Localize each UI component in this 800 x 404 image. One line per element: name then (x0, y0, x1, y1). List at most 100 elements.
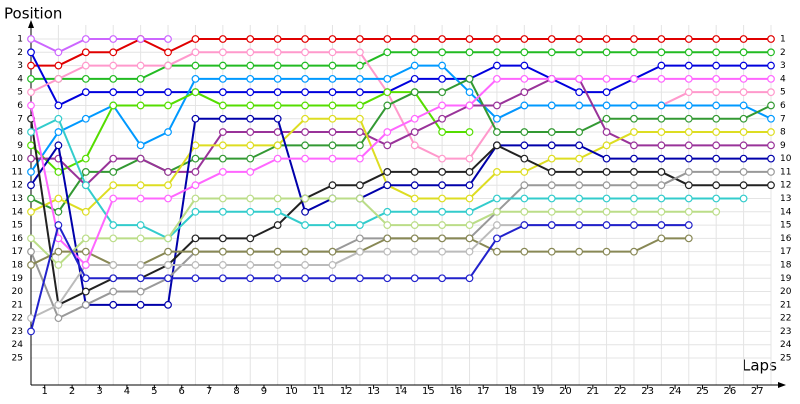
lap-marker (355, 274, 364, 283)
lap-marker (520, 154, 529, 163)
lap-marker (575, 207, 584, 216)
lap-marker (328, 194, 337, 203)
lap-marker (218, 247, 227, 256)
lap-marker (630, 247, 638, 256)
lap-marker (27, 154, 35, 163)
lap-marker (191, 35, 200, 43)
lap-marker (246, 168, 255, 176)
lap-marker (54, 114, 63, 123)
lap-marker (739, 35, 748, 43)
lap-marker (630, 48, 638, 57)
lap-marker (218, 88, 227, 97)
y-tick-label-right: 14 (780, 207, 792, 217)
lap-marker (520, 247, 529, 256)
lap-marker (355, 234, 364, 243)
lap-marker (465, 74, 474, 83)
lap-marker (547, 181, 556, 190)
lap-marker (383, 74, 392, 83)
lap-marker (109, 287, 118, 296)
lap-marker (164, 300, 172, 309)
lap-marker (27, 74, 35, 83)
y-tick-label: 2 (17, 48, 23, 58)
lap-marker (246, 194, 255, 203)
lap-marker (27, 168, 35, 176)
x-tick-label: 25 (696, 386, 709, 397)
lap-marker (246, 114, 255, 123)
lap-marker (630, 128, 638, 136)
lap-marker (547, 101, 556, 110)
y-tick-label-right: 21 (780, 300, 791, 310)
lap-marker (328, 74, 337, 83)
x-tick-label: 19 (532, 386, 545, 397)
y-tick-label-right: 5 (780, 88, 786, 98)
x-tick-label: 15 (422, 386, 435, 397)
lap-marker (383, 247, 392, 256)
lap-marker (328, 114, 337, 123)
lap-marker (547, 194, 556, 203)
lap-marker (218, 168, 227, 176)
lap-marker (273, 35, 282, 43)
lap-marker (712, 194, 721, 203)
lap-marker (301, 194, 309, 203)
y-tick-label-right: 18 (780, 260, 792, 270)
lap-marker (328, 48, 337, 57)
x-axis-arrow (778, 382, 786, 388)
lap-marker (630, 114, 638, 123)
lap-marker (328, 141, 337, 150)
lap-marker (410, 274, 419, 283)
y-tick-label-right: 7 (780, 114, 786, 124)
y-tick-label: 19 (12, 274, 24, 284)
lap-marker (547, 221, 556, 229)
lap-marker (27, 327, 35, 336)
lap-marker (438, 274, 447, 283)
lap-marker (328, 101, 337, 110)
y-tick-label: 23 (12, 327, 23, 337)
lap-marker (602, 101, 611, 110)
lap-marker (602, 128, 611, 136)
lap-marker (246, 141, 255, 150)
x-tick-label: 9 (261, 386, 267, 397)
lap-marker (218, 261, 227, 269)
lap-marker (684, 74, 693, 83)
lap-marker (465, 234, 474, 243)
y-tick-label: 6 (17, 101, 23, 111)
lap-marker (246, 74, 255, 83)
series-line (30, 77, 771, 267)
lap-marker (684, 234, 693, 243)
lap-marker (684, 141, 693, 150)
lap-marker (739, 74, 748, 83)
lap-marker (383, 168, 392, 176)
y-tick-label: 8 (17, 128, 23, 138)
lap-marker (136, 287, 145, 296)
y-tick-label: 16 (12, 234, 24, 244)
lap-marker (218, 194, 227, 203)
lap-marker (81, 261, 90, 269)
lap-marker (191, 274, 200, 283)
lap-marker (81, 88, 90, 97)
lap-marker (410, 128, 419, 136)
series-line (31, 77, 771, 187)
lap-marker (328, 247, 337, 256)
lap-marker (109, 261, 118, 269)
y-tick-label-right: 25 (780, 354, 791, 364)
lap-marker (273, 101, 282, 110)
lap-marker (684, 128, 693, 136)
lap-marker (602, 114, 611, 123)
lap-marker (273, 207, 282, 216)
lap-marker (657, 181, 666, 190)
lap-marker (767, 141, 775, 150)
lap-marker (438, 247, 447, 256)
lap-marker (27, 141, 35, 150)
lap-marker (493, 247, 501, 256)
lap-marker (355, 141, 364, 150)
lap-marker (547, 168, 556, 176)
lap-marker (575, 168, 584, 176)
lap-marker (465, 207, 474, 216)
lap-marker (109, 154, 118, 163)
lap-marker (410, 207, 419, 216)
lap-marker (27, 181, 35, 190)
lap-marker (684, 101, 693, 110)
series-line (31, 51, 771, 80)
lap-marker (355, 181, 364, 190)
lap-marker (712, 207, 721, 216)
